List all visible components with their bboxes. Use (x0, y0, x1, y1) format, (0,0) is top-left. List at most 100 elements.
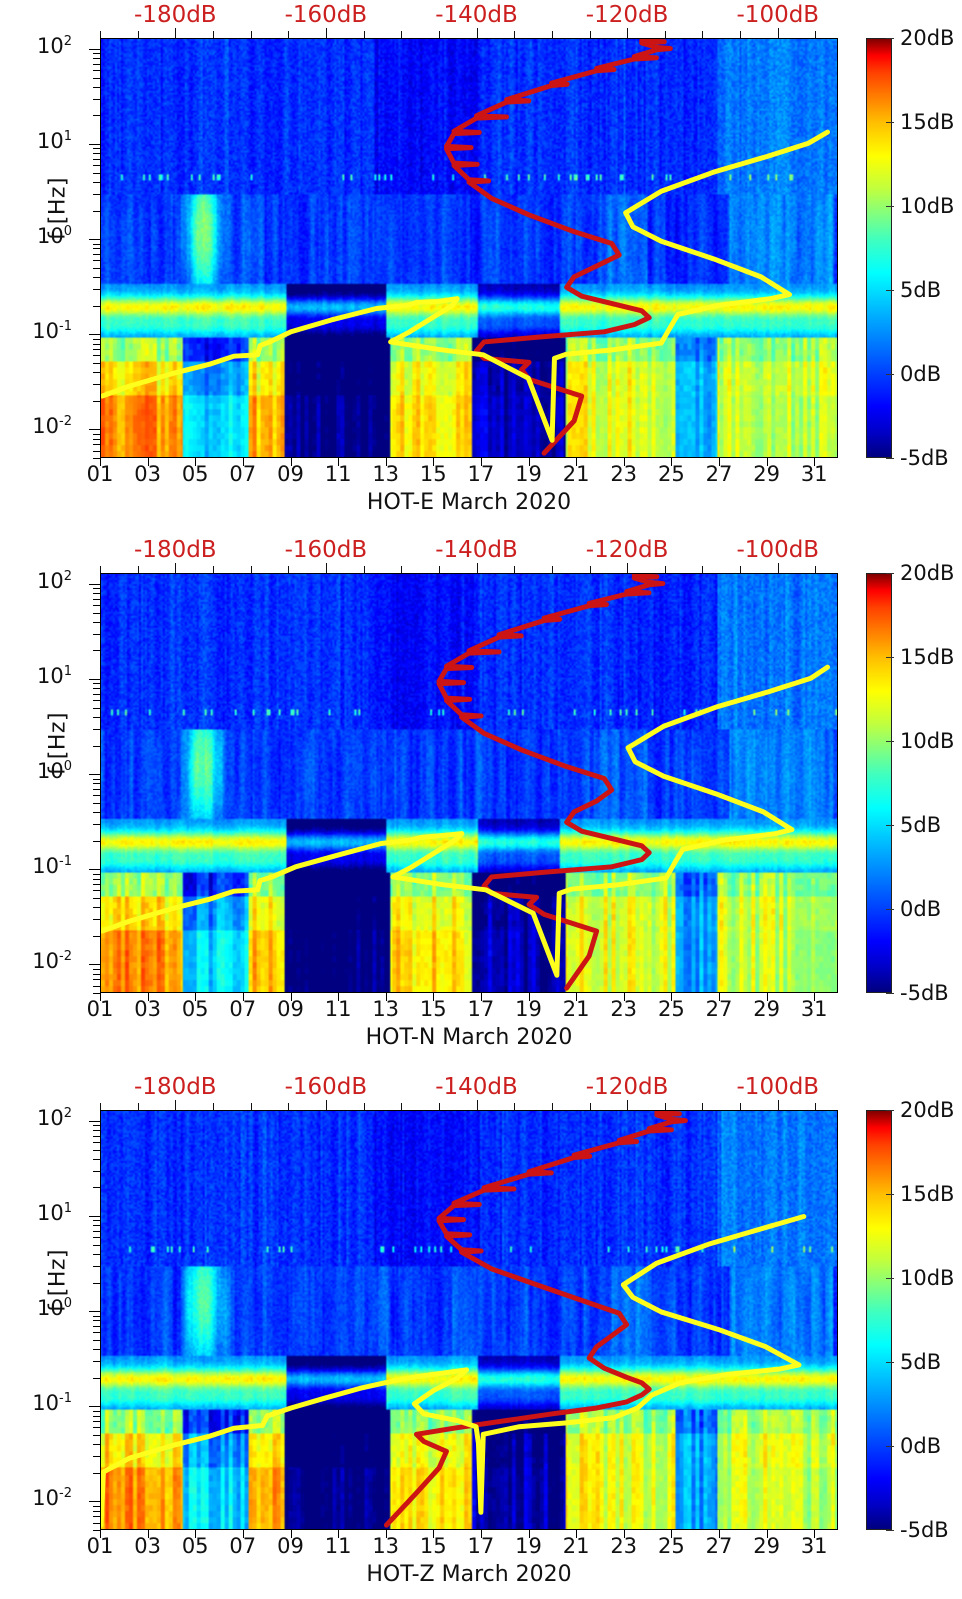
y-minor-tick (93, 907, 100, 908)
db-minor-tick (138, 566, 139, 573)
y-minor-tick (93, 1361, 100, 1362)
x-tick-label: 11 (325, 997, 352, 1021)
y-minor-tick (93, 211, 100, 212)
db-tick-label: -100dB (737, 1074, 820, 1100)
plot-area-hot-e[interactable] (100, 38, 838, 458)
y-minor-tick (93, 1254, 100, 1255)
y-minor-tick (93, 613, 100, 614)
plot-area-hot-z[interactable] (100, 1110, 838, 1530)
x-tick-label: 15 (420, 1534, 447, 1558)
psd-model-curve (439, 576, 663, 989)
y-minor-tick (93, 1427, 100, 1428)
x-tick-label: 05 (182, 462, 209, 486)
colorbar-tick-label: 5dB (900, 1350, 941, 1374)
colorbar-hot-z (866, 1110, 892, 1530)
y-minor-tick (93, 717, 100, 718)
db-tick-mark (175, 28, 176, 38)
x-tick-label: 29 (753, 1534, 780, 1558)
y-minor-tick (93, 355, 100, 356)
colorbar-tick-label: -5dB (900, 446, 949, 470)
y-minor-tick (93, 289, 100, 290)
db-tick-label: -100dB (737, 2, 820, 28)
y-minor-tick (93, 593, 100, 594)
y-minor-tick (93, 1506, 100, 1507)
y-minor-tick (93, 458, 100, 459)
y-minor-tick (93, 64, 100, 65)
y-tick-mark (89, 774, 100, 775)
colorbar-hot-n (866, 573, 892, 993)
db-minor-tick (665, 566, 666, 573)
colorbar-tick-mark (886, 1362, 894, 1363)
db-minor-tick (251, 1103, 252, 1110)
x-tick-label: 29 (753, 997, 780, 1021)
curves-overlay-hot-e (101, 39, 837, 457)
y-minor-tick (93, 683, 100, 684)
db-minor-tick (740, 31, 741, 38)
y-minor-tick (93, 789, 100, 790)
x-tick-label: 11 (325, 1534, 352, 1558)
db-minor-tick (740, 1103, 741, 1110)
y-minor-tick (93, 1187, 100, 1188)
y-minor-tick (93, 1136, 100, 1137)
x-tick-label: 09 (277, 462, 304, 486)
y-minor-tick (93, 599, 100, 600)
y-minor-tick (93, 1421, 100, 1422)
y-minor-tick (93, 622, 100, 623)
colorbar-tick-mark (886, 573, 894, 574)
db-minor-tick (439, 566, 440, 573)
y-minor-tick (93, 165, 100, 166)
panel-hot-n: f [Hz] 10210110010-110-20103050709111315… (0, 535, 962, 1060)
db-minor-tick (213, 1103, 214, 1110)
y-tick-label: 102 (10, 36, 72, 57)
db-tick-mark (778, 563, 779, 573)
db-minor-tick (740, 566, 741, 573)
y-tick-mark (89, 1501, 100, 1502)
db-tick-mark (175, 563, 176, 573)
db-minor-tick (514, 31, 515, 38)
colorbar-tick-label: 5dB (900, 813, 941, 837)
y-tick-label: 10-2 (10, 951, 72, 972)
db-minor-tick (439, 31, 440, 38)
y-minor-tick (93, 1245, 100, 1246)
db-tick-label: -180dB (134, 537, 217, 563)
db-minor-tick (665, 1103, 666, 1110)
plot-area-hot-n[interactable] (100, 573, 838, 993)
y-minor-tick (93, 1150, 100, 1151)
db-tick-label: -140dB (435, 537, 518, 563)
colorbar-tick-label: 0dB (900, 897, 941, 921)
colorbar-tick-mark (886, 290, 894, 291)
x-tick-label: 31 (801, 462, 828, 486)
db-minor-tick (815, 31, 816, 38)
db-minor-tick (439, 1103, 440, 1110)
curves-overlay-hot-n (101, 574, 837, 992)
y-minor-tick (93, 451, 100, 452)
y-minor-tick (93, 841, 100, 842)
db-tick-label: -160dB (285, 1074, 368, 1100)
db-minor-tick (514, 566, 515, 573)
y-tick-mark (89, 584, 100, 585)
y-minor-tick (93, 344, 100, 345)
colorbar-tick-label: 15dB (900, 645, 954, 669)
y-minor-tick (93, 349, 100, 350)
colorbar-tick-mark (886, 1530, 894, 1531)
y-minor-tick (93, 1378, 100, 1379)
y-minor-tick (93, 434, 100, 435)
x-tick-label: 01 (87, 462, 114, 486)
db-tick-mark (175, 1100, 176, 1110)
y-minor-tick (93, 53, 100, 54)
db-tick-mark (477, 1100, 478, 1110)
y-tick-label: 102 (10, 571, 72, 592)
x-tick-label: 25 (658, 1534, 685, 1558)
db-minor-tick (552, 31, 553, 38)
y-minor-tick (93, 70, 100, 71)
colorbar-tick-label: 0dB (900, 362, 941, 386)
db-minor-tick (552, 1103, 553, 1110)
y-minor-tick (93, 1411, 100, 1412)
y-minor-tick (93, 884, 100, 885)
y-tick-label: 100 (10, 1298, 72, 1319)
colorbar-tick-mark (886, 38, 894, 39)
y-minor-tick (93, 1237, 100, 1238)
y-minor-tick (93, 1142, 100, 1143)
y-minor-tick (93, 974, 100, 975)
y-minor-tick (93, 588, 100, 589)
